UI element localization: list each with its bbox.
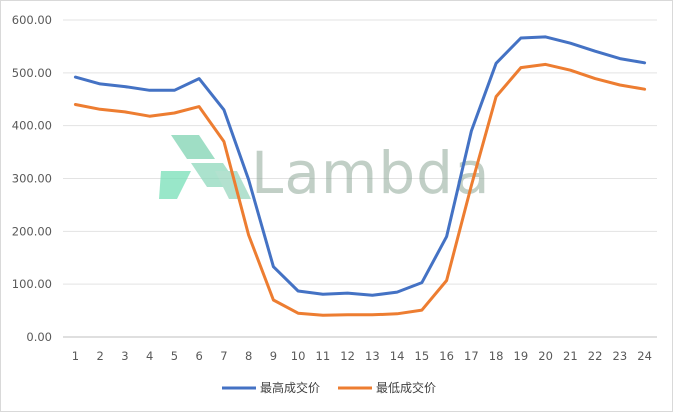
x-tick-label: 7 [220,349,227,363]
series-lines [73,35,647,317]
x-tick-label: 9 [270,349,277,363]
series-line-2 [73,62,647,317]
lambda-logo-icon [159,135,251,199]
x-tick-label: 1 [72,349,79,363]
legend-item-1: 最高成交价 [222,380,320,395]
x-tick-label: 15 [415,349,430,363]
y-tick-label: 400.00 [12,119,52,133]
x-tick-label: 8 [245,349,252,363]
x-tick-label: 6 [195,349,202,363]
watermark-text: Lambda [251,139,491,207]
y-tick-label: 0.00 [26,330,52,344]
x-tick-label: 10 [291,349,306,363]
legend-label: 最低成交价 [376,380,436,395]
legend-item-2: 最低成交价 [338,380,436,395]
legend-label: 最高成交价 [260,380,320,395]
x-tick-label: 16 [439,349,454,363]
x-tick-label: 20 [538,349,553,363]
x-tick-label: 24 [637,349,652,363]
x-tick-label: 23 [613,349,628,363]
x-tick-label: 22 [588,349,603,363]
x-tick-label: 11 [316,349,331,363]
legend: 最高成交价 最低成交价 [222,380,436,395]
y-tick-label: 100.00 [12,277,52,291]
x-tick-label: 13 [365,349,380,363]
y-axis-tick-labels: 0.00 100.00 200.00 300.00 400.00 500.00 600.00 [12,13,52,344]
y-tick-label: 300.00 [12,172,52,186]
x-tick-label: 2 [96,349,103,363]
x-tick-label: 4 [146,349,153,363]
lambda-watermark: Lambda [159,135,491,207]
x-tick-label: 12 [340,349,355,363]
x-tick-label: 18 [489,349,504,363]
x-tick-label: 19 [514,349,529,363]
x-tick-label: 5 [171,349,178,363]
x-tick-label: 21 [563,349,578,363]
x-tick-label: 3 [121,349,128,363]
y-tick-label: 600.00 [12,13,52,27]
x-axis-tick-labels: 1 2 3 4 5 6 7 8 9 10 11 12 13 14 15 16 17 18 19 20 21 22 23 24 [72,349,652,363]
y-tick-label: 500.00 [12,66,52,80]
y-tick-label: 200.00 [12,224,52,238]
x-tick-label: 17 [464,349,479,363]
series-line-1 [73,35,647,297]
x-tick-label: 14 [390,349,405,363]
